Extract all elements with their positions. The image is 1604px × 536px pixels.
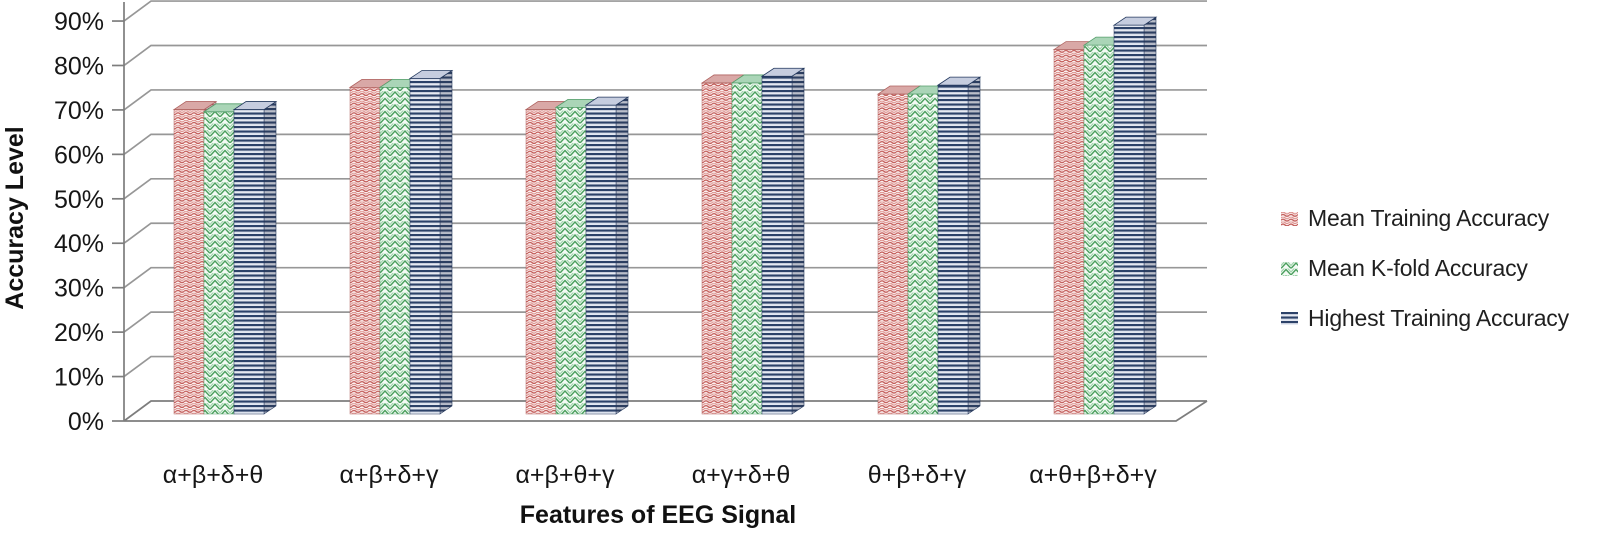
y-tick-label: 10% <box>54 364 104 392</box>
axis-tick-labels: 0% 10% 20% 30% 40% 50% 60% 70% 80% 90% α+β+δ+θ α+β+… <box>54 8 1157 489</box>
y-tick-label: 70% <box>54 97 104 125</box>
gridline <box>123 266 1207 289</box>
gridline <box>123 177 1207 200</box>
gridline <box>123 355 1207 378</box>
gridline <box>123 44 1207 67</box>
y-tick-label: 0% <box>68 408 104 436</box>
bar <box>1112 16 1158 415</box>
category-label: θ+β+δ+γ <box>868 461 967 489</box>
y-tick-label: 20% <box>54 319 104 347</box>
bar <box>760 67 806 415</box>
red-wave-pattern-swatch-icon <box>1281 211 1298 226</box>
bars <box>172 16 1158 415</box>
legend: Mean Training Accuracy Mean K-fold Accur… <box>1281 205 1569 355</box>
gridline <box>123 311 1207 333</box>
x-axis-title: Features of EEG Signal <box>520 501 796 529</box>
legend-item-highest-training: Highest Training Accuracy <box>1281 305 1569 332</box>
legend-label: Mean Training Accuracy <box>1308 205 1550 231</box>
y-tick-label: 60% <box>54 141 104 169</box>
category-label: α+β+θ+γ <box>515 461 615 489</box>
legend-item-mean-training: Mean Training Accuracy <box>1281 205 1569 232</box>
gridline <box>123 89 1207 111</box>
category-label: α+β+δ+γ <box>339 461 439 489</box>
y-axis-title: Accuracy Level <box>1 126 29 309</box>
category-label: α+β+δ+θ <box>163 461 263 489</box>
gridlines <box>112 0 1208 422</box>
legend-item-mean-kfold: Mean K-fold Accuracy <box>1281 255 1569 282</box>
category-label: α+γ+δ+θ <box>692 461 791 489</box>
y-tick-label: 50% <box>54 186 104 214</box>
y-tick-label: 40% <box>54 230 104 258</box>
legend-label: Mean K-fold Accuracy <box>1308 255 1528 281</box>
y-tick-label: 30% <box>54 275 104 303</box>
legend-label: Highest Training Accuracy <box>1308 305 1569 331</box>
navy-lines-pattern-swatch-icon <box>1281 312 1298 325</box>
y-tick-label: 80% <box>54 52 104 80</box>
category-label: α+θ+β+δ+γ <box>1029 461 1157 489</box>
gridline <box>123 0 1207 22</box>
bar <box>232 101 278 415</box>
chart-floor <box>123 400 1208 422</box>
y-tick-label: 90% <box>54 8 104 36</box>
bar <box>936 76 982 415</box>
gridline <box>123 133 1207 156</box>
gridline <box>123 222 1207 244</box>
green-shingle-pattern-swatch-icon <box>1281 261 1298 276</box>
bar <box>408 69 454 415</box>
bar <box>584 96 630 415</box>
